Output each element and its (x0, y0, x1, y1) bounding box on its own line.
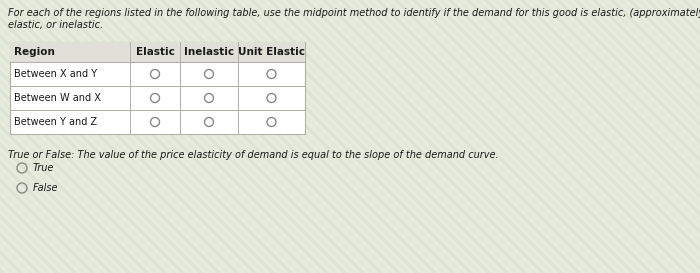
Text: Inelastic: Inelastic (184, 47, 234, 57)
Text: Between X and Y: Between X and Y (14, 69, 97, 79)
Text: Between W and X: Between W and X (14, 93, 101, 103)
Text: True: True (33, 163, 55, 173)
Text: For each of the regions listed in the following table, use the midpoint method t: For each of the regions listed in the fo… (8, 8, 700, 18)
Bar (10, 42, 305, 134)
Text: Region: Region (14, 47, 55, 57)
Text: Unit Elastic: Unit Elastic (238, 47, 305, 57)
Bar (10, 42, 305, 62)
Text: False: False (33, 183, 59, 193)
Text: Between Y and Z: Between Y and Z (14, 117, 97, 127)
Text: Elastic: Elastic (136, 47, 174, 57)
Text: True or False: The value of the price elasticity of demand is equal to the slope: True or False: The value of the price el… (8, 150, 498, 160)
Text: elastic, or inelastic.: elastic, or inelastic. (8, 20, 103, 30)
